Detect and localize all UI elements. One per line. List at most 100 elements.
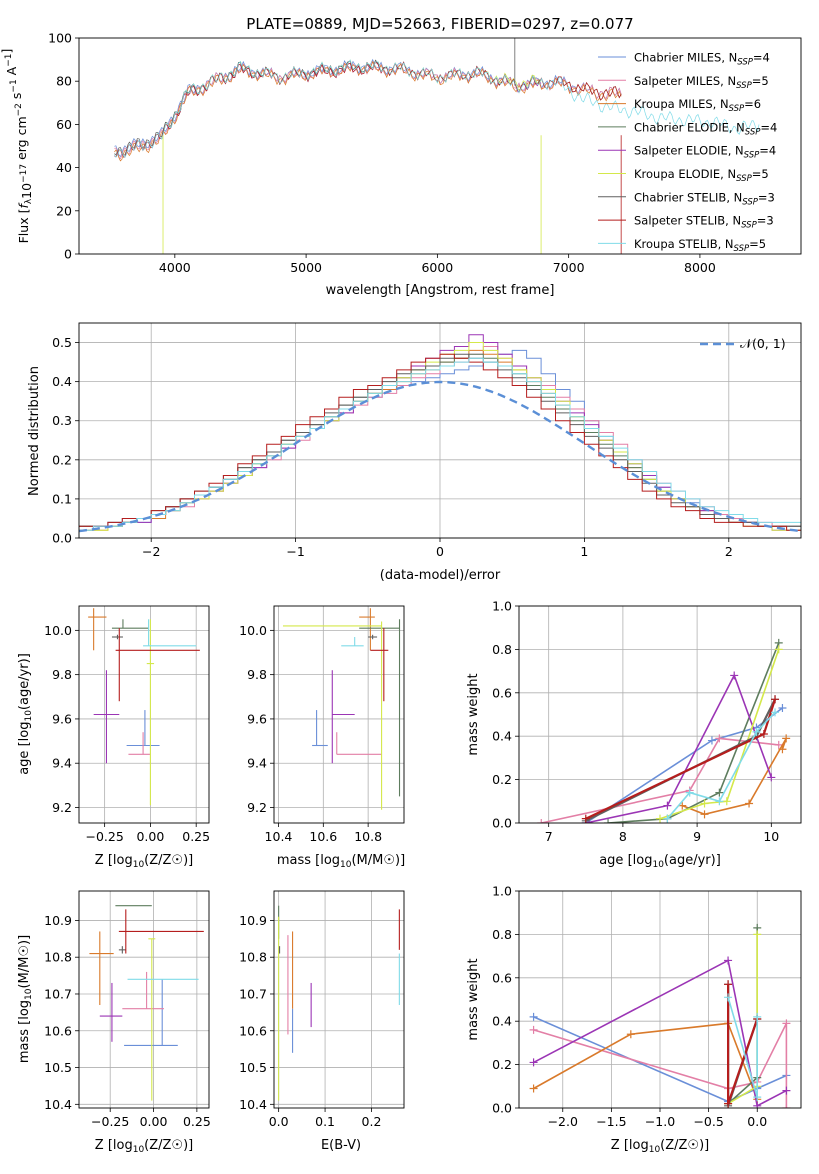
weight-marker-salpeter-elodie [753, 1101, 762, 1108]
weight-marker-chabrier-miles [529, 1012, 538, 1021]
y-tick-label: 0.0 [492, 816, 512, 831]
weight-marker-kroupa-elodie [753, 930, 762, 939]
y-tick-label: 9.2 [247, 800, 267, 815]
y-tick-label: 9.8 [52, 667, 72, 682]
weight-marker-salpeter-miles [529, 1025, 538, 1034]
errorbar-salpeter-stelib [370, 628, 389, 702]
chart-spectrum: 4000 5000 6000 7000 8000 0 20 40 60 80 100 Chabrier… [0, 31, 802, 298]
x-tick-label: 5000 [290, 260, 322, 275]
errorbar-kroupa-miles [89, 931, 114, 1006]
y-tick-label: 0.4 [492, 1014, 512, 1029]
weight-marker-kroupa-miles [626, 1030, 635, 1039]
chart-weight-vs-age: 7 8 9 10 0.0 0.2 0.4 0.6 0.8 1.0 mass weight age [l… [466, 599, 802, 870]
errorbar-salpeter-miles [128, 732, 151, 755]
x-tick-label: −1 [286, 544, 304, 559]
axes-frame [78, 37, 802, 255]
weight-marker-kroupa-elodie [656, 814, 664, 823]
gaussian-legend-label: 𝒩(0, 1) [740, 336, 786, 351]
chart-weight-vs-Z: −2.0 −1.5 −1.0 −0.5 0.0 0.0 0.2 0.4 0.6 0.8 1.0 mas… [466, 884, 802, 1155]
y-tick-label: 10.5 [239, 1060, 267, 1075]
weight-marker-chabrier-elodie [715, 788, 724, 797]
weight-marker-chabrier-elodie [604, 819, 613, 823]
axes-frame [518, 605, 802, 824]
errorbar-salpeter-elodie [93, 670, 120, 764]
x-tick-label: 10.8 [354, 829, 382, 844]
x-tick-label: 2 [725, 544, 733, 559]
residuals-y-label: Normed distribution [27, 366, 42, 496]
weight-marker-chabrier-miles [707, 736, 716, 745]
y-tick-label: 0.4 [52, 374, 72, 389]
weight-marker-kroupa-miles [745, 799, 754, 808]
x-tick-label: 0.25 [183, 1114, 211, 1129]
errorbar-chabrier-elodie [111, 619, 149, 629]
weight-marker-salpeter-elodie [730, 671, 739, 680]
x-tick-label: 10.4 [265, 829, 293, 844]
weight-marker-kroupa-elodie [700, 799, 709, 808]
y-tick-label: 40 [56, 160, 72, 175]
x-tick-label: −2 [142, 544, 160, 559]
errorbar-chabrier-stelib [111, 634, 123, 640]
y-tick-label: 10.8 [44, 950, 72, 965]
weight-marker-kroupa-stelib [753, 1012, 762, 1021]
x-tick-label: 6000 [421, 260, 453, 275]
legend-entry-kroupa-elodie: Kroupa ELODIE, NSSP=5 [634, 167, 769, 184]
x-tick-label: −0.5 [693, 1114, 723, 1129]
errorbar-salpeter-stelib [118, 909, 204, 954]
weight-marker-kroupa-miles [700, 810, 709, 819]
weight-marker-salpeter-stelib [724, 1099, 733, 1108]
weight-marker-salpeter-miles [715, 734, 724, 743]
y-tick-label: 10.7 [44, 986, 72, 1001]
weight-vs-Z-y-label: mass weight [466, 958, 481, 1040]
y-tick-label: 0.0 [52, 531, 72, 546]
y-tick-label: 0.5 [52, 335, 72, 350]
y-tick-label: 0.8 [492, 927, 512, 942]
x-tick-label: −1.5 [596, 1114, 626, 1129]
weight-marker-salpeter-elodie [529, 1058, 538, 1067]
axes-frame [273, 605, 405, 824]
plot-area-age-vs-Z [88, 608, 200, 806]
weight-line-salpeter-elodie [533, 959, 787, 1108]
y-tick-label: 10.0 [239, 623, 267, 638]
legend-entry-salpeter-stelib: Salpeter STELIB, NSSP=3 [634, 214, 774, 231]
y-tick-label: 0.2 [492, 772, 512, 787]
errorbar-salpeter-miles [336, 732, 382, 755]
chart-age-vs-mass: 10.4 10.6 10.8 9.2 9.4 9.6 9.8 10.0 mass [log10(… [239, 605, 405, 870]
y-tick-label: 0.2 [492, 1057, 512, 1072]
weight-marker-kroupa-miles [529, 1084, 538, 1093]
errorbar-kroupa-miles [359, 608, 375, 651]
mass-z-x-label: Z [log10(Z/Z☉)] [95, 1138, 193, 1155]
weight-marker-salpeter-miles [782, 1104, 791, 1108]
legend-entry-kroupa-stelib: Kroupa STELIB, NSSP=5 [634, 237, 766, 254]
chart-mass-vs-ebv: 0.0 0.1 0.2 10.4 10.5 10.6 10.7 10.8 10.9 E(B-V) [239, 890, 405, 1153]
legend-entry-chabrier-stelib: Chabrier STELIB, NSSP=3 [634, 190, 775, 207]
errorbar-kroupa-elodie [148, 938, 156, 1101]
x-tick-label: −0.25 [91, 1114, 129, 1129]
axes-frame [78, 890, 210, 1109]
weight-marker-salpeter-miles [782, 1019, 791, 1028]
x-tick-label: 1 [580, 544, 588, 559]
weight-marker-kroupa-elodie [722, 797, 731, 806]
chart-mass-vs-Z: −0.25 0.00 0.25 10.4 10.5 10.6 10.7 10.8 10.9 Z [… [17, 890, 211, 1155]
y-tick-label: 9.2 [52, 800, 72, 815]
errorbar-salpeter-miles [122, 971, 164, 1010]
weight-marker-salpeter-miles [774, 740, 783, 749]
plot-area-weight-vs-Z [529, 923, 791, 1108]
age-z-x-label: Z [log10(Z/Z☉)] [95, 853, 193, 870]
weight-marker-chabrier-miles [778, 703, 787, 712]
x-tick-label: 0 [436, 544, 444, 559]
y-tick-label: 10.5 [44, 1060, 72, 1075]
y-tick-label: 0.0 [492, 1101, 512, 1116]
weight-marker-salpeter-elodie [663, 801, 672, 810]
x-tick-label: 0.00 [140, 1114, 168, 1129]
x-tick-label: 0.0 [269, 1114, 289, 1129]
y-tick-label: 1.0 [492, 884, 512, 899]
y-tick-label: 10.6 [44, 1023, 72, 1038]
y-tick-label: 10.4 [44, 1097, 72, 1112]
weight-marker-kroupa-stelib [685, 788, 694, 797]
y-tick-label: 0.3 [52, 413, 72, 428]
plot-area-age-vs-mass [282, 608, 401, 810]
axes-frame [518, 890, 802, 1109]
errorbar-salpeter-stelib [115, 628, 200, 702]
errorbar-chabrier-stelib [118, 946, 126, 954]
residuals-x-label: (data-model)/error [380, 568, 501, 583]
